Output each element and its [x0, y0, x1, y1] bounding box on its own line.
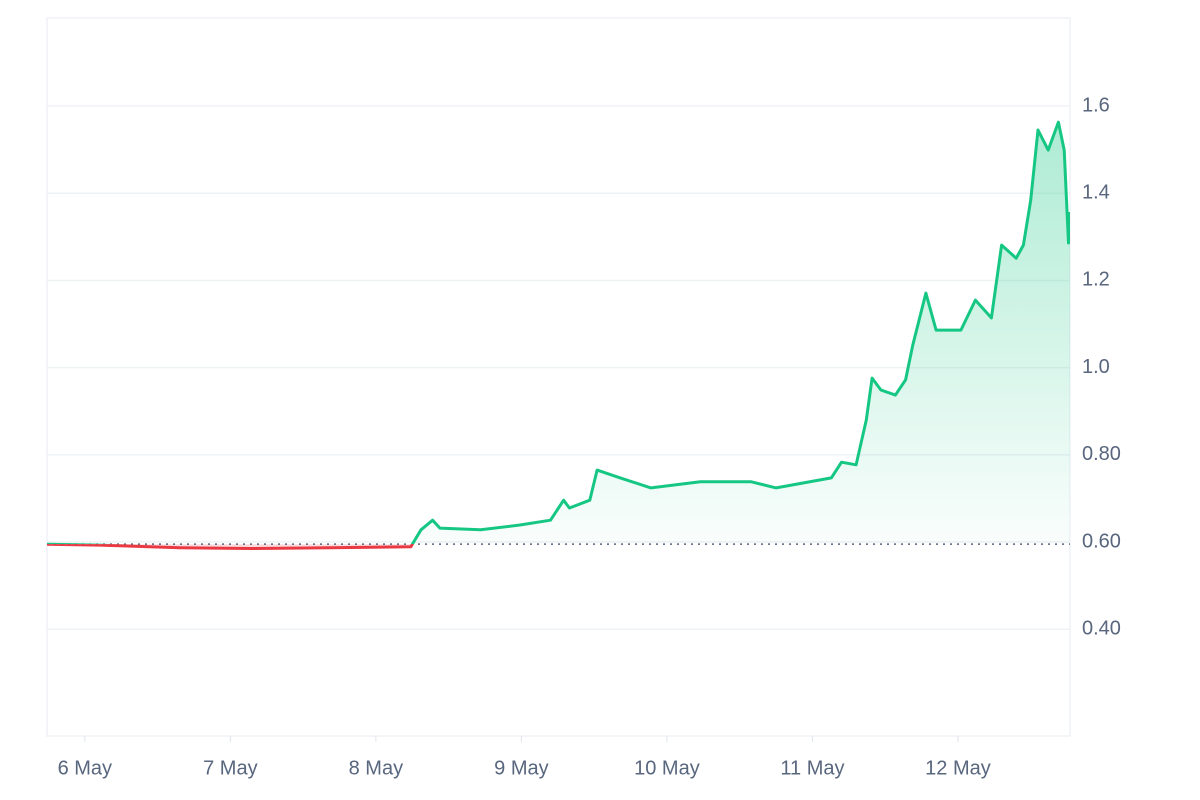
y-tick-label: 1.6: [1082, 94, 1110, 116]
x-tick-label: 9 May: [494, 757, 548, 779]
x-tick-label: 11 May: [780, 757, 844, 779]
price-line-up: [47, 120, 1070, 545]
x-tick-label: 7 May: [203, 757, 257, 779]
y-tick-label: 1.2: [1082, 269, 1110, 291]
x-tick-label: 12 May: [925, 757, 991, 779]
y-tick-label: 0.80: [1082, 443, 1121, 465]
y-tick-label: 0.60: [1082, 530, 1121, 552]
y-tick-label: 1.0: [1082, 356, 1110, 378]
area-up: [412, 122, 1070, 545]
y-tick-label: 0.40: [1082, 617, 1121, 639]
y-tick-label: 1.4: [1082, 182, 1110, 204]
x-tick-label: 10 May: [634, 757, 700, 779]
x-tick-label: 6 May: [58, 757, 112, 779]
x-tick-label: 8 May: [349, 757, 403, 779]
